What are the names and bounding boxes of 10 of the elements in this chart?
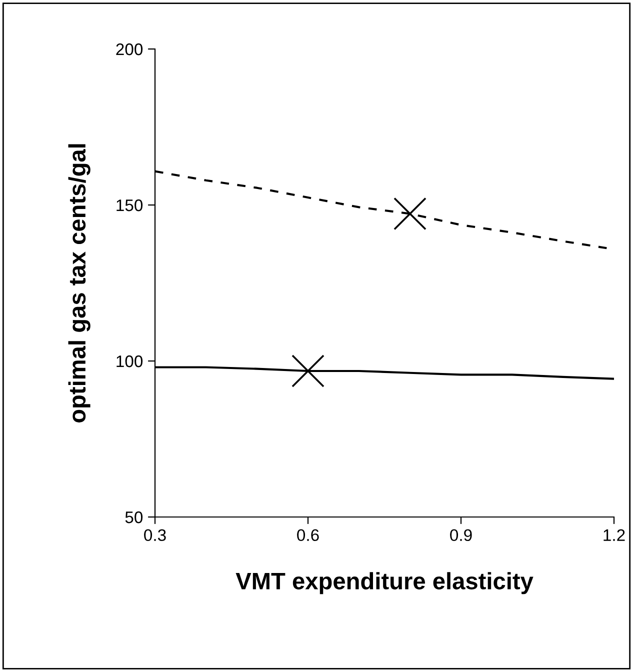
x-tick-label: 0.3 <box>144 529 166 542</box>
y-tick-label: 100 <box>116 355 143 368</box>
y-tick-label: 50 <box>125 511 143 524</box>
x-tick-label: 0.9 <box>450 529 472 542</box>
x-tick-label: 1.2 <box>604 529 625 541</box>
y-axis-title: optimal gas tax cents/gal <box>68 144 90 422</box>
y-tick-label: 200 <box>116 43 143 56</box>
x-tick-label: 0.6 <box>297 529 319 542</box>
x-axis-title: VMT expenditure elasticity <box>236 572 534 594</box>
y-tick-label: 150 <box>116 199 143 212</box>
